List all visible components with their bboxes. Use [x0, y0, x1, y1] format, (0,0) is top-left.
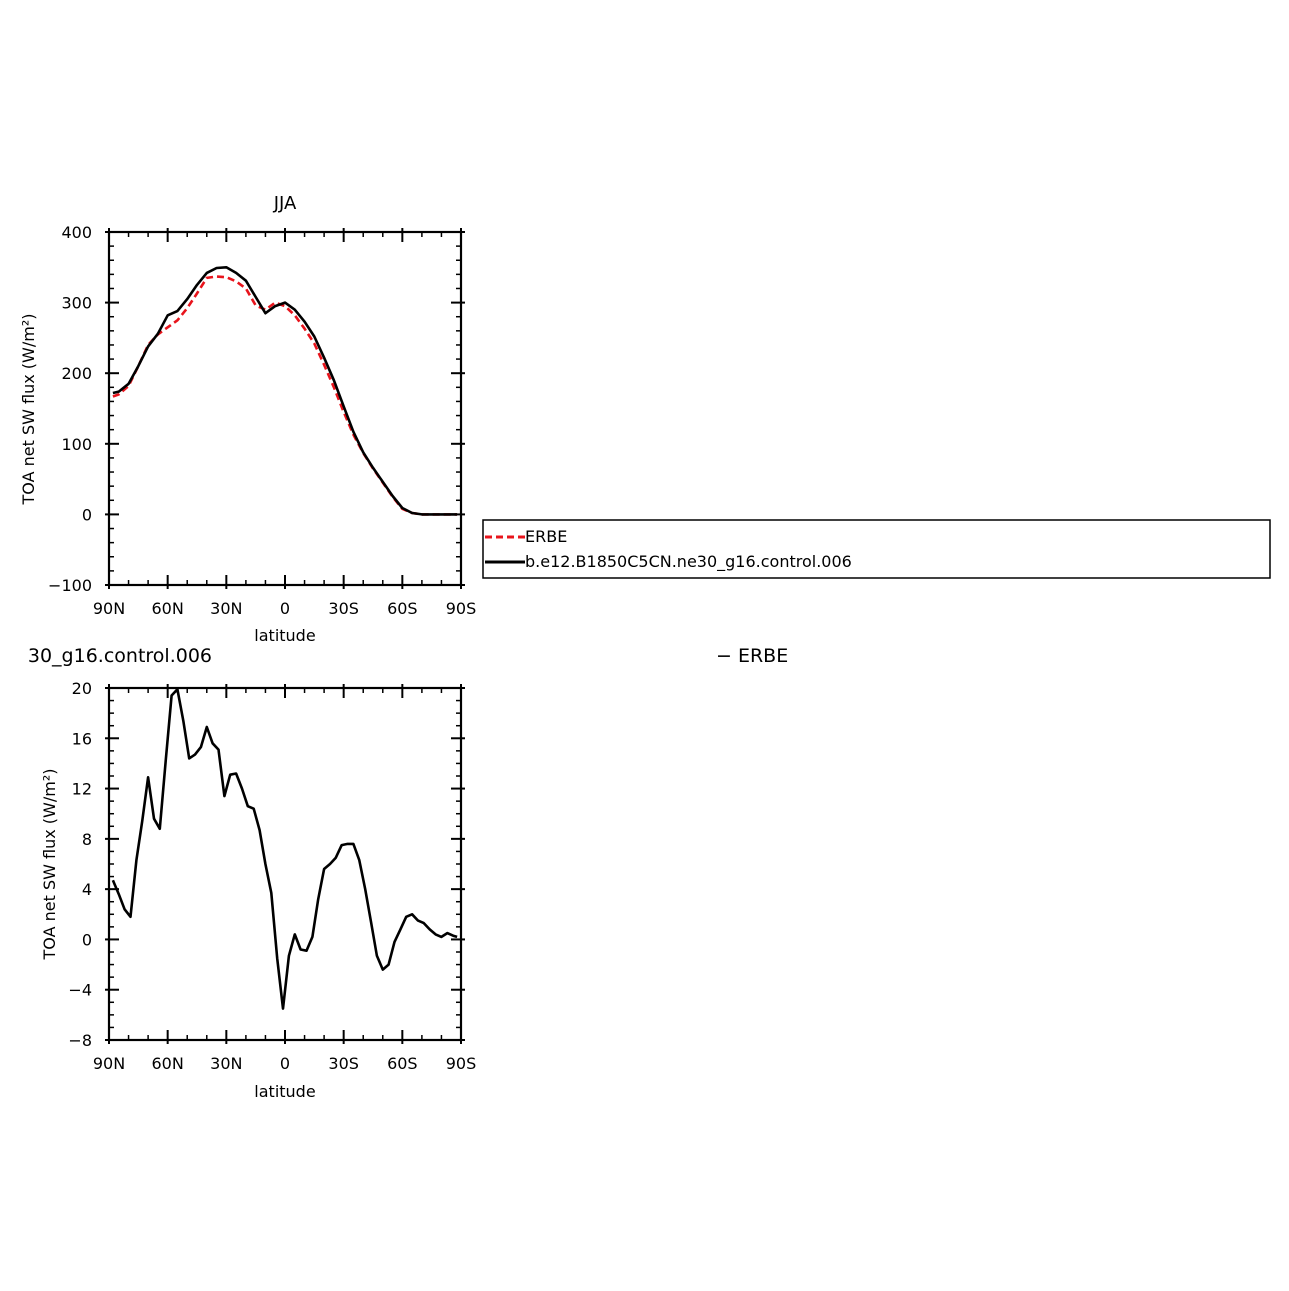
top-x-tick-label-2: 30N — [210, 599, 242, 618]
bottom-x-tick-label-5: 60S — [387, 1054, 418, 1073]
top-y-tick-label-5: 400 — [61, 223, 92, 242]
bottom-x-tick-label-1: 60N — [152, 1054, 184, 1073]
top-x-axis-label: latitude — [254, 626, 315, 645]
top-x-tick-label-4: 30S — [328, 599, 359, 618]
bottom-axes: 90N 60N 30N 0 30S 60S 90S −8 −4 0 4 8 12 16 20 — [68, 679, 476, 1073]
legend: ERBE b.e12.B1850C5CN.ne30_g16.control.00… — [482, 519, 1271, 579]
top-plot-frame — [107, 230, 463, 587]
bottom-y-tick-label-7: 20 — [72, 679, 92, 698]
bottom-y-tick-label-4: 8 — [82, 830, 92, 849]
bottom-x-tick-label-4: 30S — [328, 1054, 359, 1073]
bottom-y-tick-label-2: 0 — [82, 930, 92, 949]
top-axes: 90N 60N 30N 0 30S 60S 90S −100 0 100 200 300 400 — [48, 223, 476, 618]
bottom-y-tick-label-0: −8 — [68, 1031, 92, 1050]
bottom-y-axis-label: TOA net SW flux (W/m²) — [40, 769, 59, 961]
bottom-y-tick-label-1: −4 — [68, 981, 92, 1000]
top-y-tick-label-2: 100 — [61, 435, 92, 454]
bottom-x-axis-label: latitude — [254, 1082, 315, 1101]
legend-box — [482, 519, 1271, 579]
top-series-line-1 — [112, 265, 458, 516]
bottom-panel-title-right: − ERBE — [716, 645, 788, 667]
bottom-x-tick-label-3: 0 — [280, 1054, 290, 1073]
top-panel-title: JJA — [273, 193, 297, 214]
bottom-y-tick-label-6: 16 — [72, 729, 92, 748]
top-y-tick-label-4: 300 — [61, 294, 92, 313]
bottom-y-tick-label-3: 4 — [82, 880, 92, 899]
bottom-panel-title-left: 30_g16.control.006 — [28, 645, 212, 667]
bottom-x-tick-label-0: 90N — [93, 1054, 125, 1073]
top-panel: JJA 90N 60N 30N 0 30S 60S 90S −100 0 100 200 300 400… — [19, 193, 476, 645]
top-y-tick-label-0: −100 — [48, 576, 92, 595]
top-y-tick-label-1: 0 — [82, 505, 92, 524]
top-x-tick-label-0: 90N — [93, 599, 125, 618]
top-series-group — [112, 265, 458, 516]
bottom-series-group — [111, 687, 458, 1010]
top-x-tick-label-1: 60N — [152, 599, 184, 618]
bottom-panel: 30_g16.control.006 − ERBE 90N 60N 30N 0 30S 6… — [28, 645, 788, 1101]
top-series-line-0 — [112, 275, 458, 516]
bottom-x-tick-label-2: 30N — [210, 1054, 242, 1073]
bottom-y-tick-label-5: 12 — [72, 780, 92, 799]
top-y-axis-label: TOA net SW flux (W/m²) — [19, 314, 38, 506]
top-x-tick-label-6: 90S — [446, 599, 477, 618]
top-x-tick-label-3: 0 — [280, 599, 290, 618]
top-y-tick-label-3: 200 — [61, 364, 92, 383]
legend-model-label: b.e12.B1850C5CN.ne30_g16.control.006 — [525, 552, 852, 572]
top-x-tick-label-5: 60S — [387, 599, 418, 618]
bottom-series-line-0 — [111, 687, 458, 1010]
legend-erbe-label: ERBE — [525, 527, 567, 546]
bottom-x-tick-label-6: 90S — [446, 1054, 477, 1073]
